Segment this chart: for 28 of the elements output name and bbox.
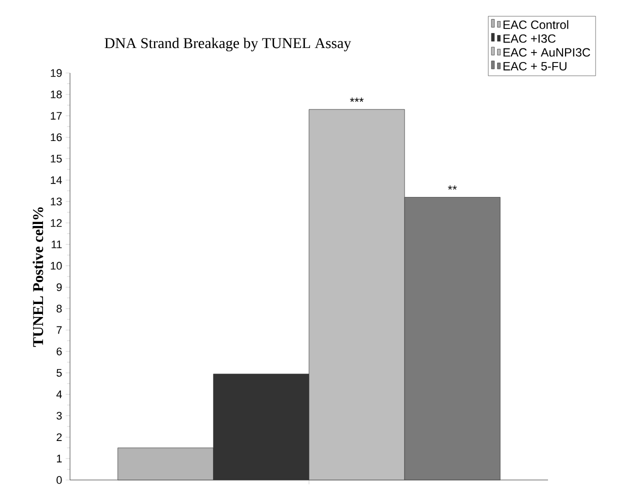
- legend-label: EAC +I3C: [504, 34, 556, 43]
- y-tick-label: 17: [50, 112, 62, 120]
- y-tick-label: 2: [56, 433, 62, 441]
- y-tick-label: 13: [50, 198, 62, 206]
- y-tick-label: 6: [56, 348, 62, 356]
- annotation: **: [448, 185, 457, 190]
- y-tick-label: 11: [52, 240, 62, 248]
- y-tick-label: 7: [56, 326, 62, 334]
- y-tick-label: 3: [56, 412, 62, 420]
- y-tick-label: 19: [50, 69, 62, 77]
- chart-title: DNA Strand Breakage by TUNEL Assay: [104, 38, 352, 52]
- y-tick-label: 10: [50, 262, 62, 270]
- y-tick-label: 15: [50, 154, 62, 162]
- annotation: ***: [350, 98, 364, 102]
- y-tick-label: 5: [56, 369, 62, 377]
- legend-label: EAC + 5-FU: [504, 62, 566, 70]
- y-tick-label: 18: [50, 90, 62, 98]
- y-tick-label: 0: [56, 476, 62, 484]
- y-tick-label: 1: [56, 454, 62, 462]
- y-tick-label: 8: [56, 304, 62, 312]
- y-tick-label: 14: [50, 176, 62, 184]
- y-tick-label: 12: [50, 219, 62, 227]
- y-axis-title: TUNEL Postive cell%: [32, 207, 44, 347]
- y-tick-label: 9: [56, 283, 62, 292]
- legend-label: EAC Control: [504, 20, 568, 29]
- legend-label: EAC + AuNPI3C: [504, 48, 590, 57]
- y-tick-label: 4: [56, 390, 62, 398]
- y-tick-label: 16: [50, 133, 62, 142]
